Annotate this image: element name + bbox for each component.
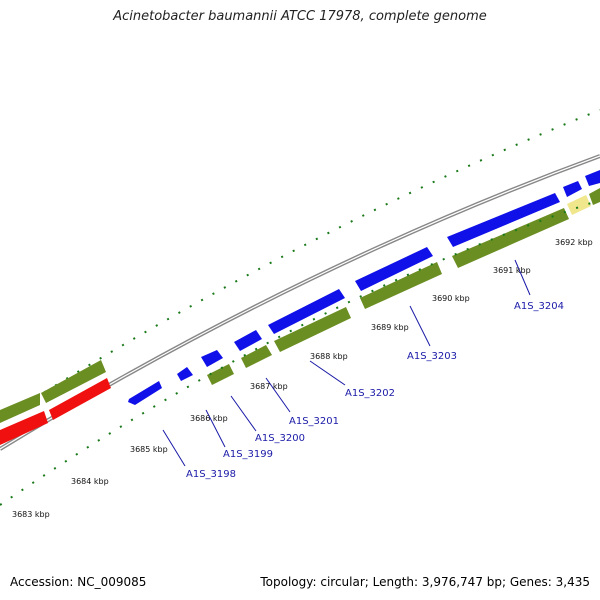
gene-labels: A1S_3198 A1S_3199 A1S_3200 A1S_3201 A1S_… [186,301,564,480]
cds-reverse[interactable] [274,307,351,352]
gene-label[interactable]: A1S_3204 [514,301,564,312]
reverse-strand-features [0,188,600,445]
scale-label: 3686 kbp [190,414,228,423]
cds-forward[interactable] [268,289,345,334]
rna-feature[interactable] [0,411,48,445]
scale-label: 3684 kbp [71,477,109,486]
gene-label[interactable]: A1S_3200 [255,433,305,444]
cds-reverse[interactable] [589,188,600,205]
gene-label[interactable]: A1S_3202 [345,388,395,399]
scale-labels: 3683 kbp 3684 kbp 3685 kbp 3686 kbp 3687… [12,238,593,519]
scale-label: 3689 kbp [371,323,409,332]
cds-reverse[interactable] [41,360,106,403]
scale-label: 3690 kbp [432,294,470,303]
cds-forward[interactable] [177,367,193,381]
accession-text: Accession: NC_009085 [10,575,147,589]
backbone [0,154,600,451]
scale-label: 3688 kbp [310,352,348,361]
gene-label[interactable]: A1S_3199 [223,449,273,460]
cds-forward[interactable] [234,330,262,351]
cds-reverse[interactable] [452,208,569,268]
cds-forward[interactable] [447,193,560,247]
scale-label: 3687 kbp [250,382,288,391]
cds-forward[interactable] [585,170,600,186]
cds-reverse[interactable] [0,393,40,423]
genome-summary-text: Topology: circular; Length: 3,976,747 bp… [260,575,590,589]
scale-label: 3683 kbp [12,510,50,519]
scale-label: 3691 kbp [493,266,531,275]
cds-reverse[interactable] [207,364,234,385]
inner-tick-ring [0,199,600,506]
gene-label[interactable]: A1S_3203 [407,351,457,362]
cds-forward[interactable] [563,181,582,197]
scale-label: 3692 kbp [555,238,593,247]
label-connectors [162,259,531,467]
rna-feature[interactable] [49,378,111,420]
cds-reverse[interactable] [360,262,442,309]
gene-label[interactable]: A1S_3201 [289,416,339,427]
cds-forward[interactable] [128,381,162,405]
cds-reverse[interactable] [241,345,272,368]
gene-label[interactable]: A1S_3198 [186,469,236,480]
scale-label: 3685 kbp [130,445,168,454]
forward-strand-features [128,170,600,405]
cds-forward[interactable] [201,350,223,367]
cds-forward[interactable] [355,247,433,291]
misc-feature[interactable] [567,195,591,215]
map-title: Acinetobacter baumannii ATCC 17978, comp… [113,9,487,24]
